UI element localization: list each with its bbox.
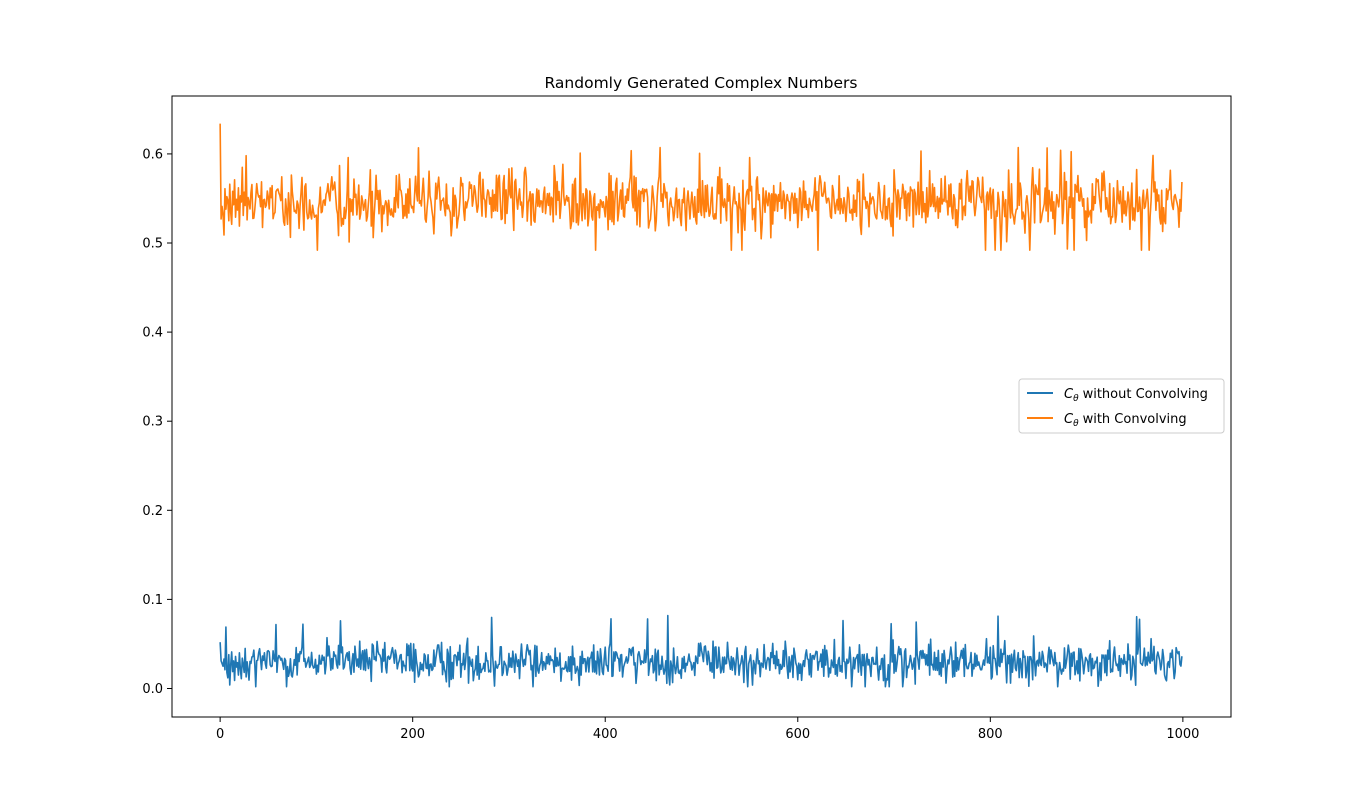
x-tick-label: 800	[978, 727, 1003, 742]
series-line-with-convolving	[219, 123, 1183, 251]
legend: Cθ without Convolving Cθ with Convolving	[1018, 378, 1225, 434]
y-tick-label: 0.4	[142, 326, 163, 341]
y-tick-label: 0.2	[142, 504, 163, 519]
y-tick-label: 0.1	[142, 593, 163, 608]
y-tick-label: 0.6	[142, 147, 163, 162]
x-axis: 0 200 400 600 800 1000	[216, 717, 1199, 742]
plot-area-frame	[171, 95, 1232, 718]
x-tick-label: 1000	[1166, 727, 1199, 742]
legend-label-without-convolving: Cθ without Convolving	[1064, 387, 1208, 404]
y-tick-label: 0.3	[142, 415, 163, 430]
series-line-without-convolving	[219, 614, 1183, 688]
x-tick-label: 400	[593, 727, 618, 742]
y-tick-label: 0.5	[142, 237, 163, 252]
x-tick-label: 600	[785, 727, 810, 742]
x-tick-label: 0	[216, 727, 224, 742]
legend-box	[1018, 378, 1225, 434]
y-tick-label: 0.0	[142, 682, 163, 697]
x-tick-label: 200	[400, 727, 425, 742]
y-axis: 0.0 0.1 0.2 0.3 0.4 0.5 0.6	[142, 147, 172, 697]
legend-label-with-convolving: Cθ with Convolving	[1064, 412, 1187, 429]
chart-title: Randomly Generated Complex Numbers	[545, 74, 858, 92]
